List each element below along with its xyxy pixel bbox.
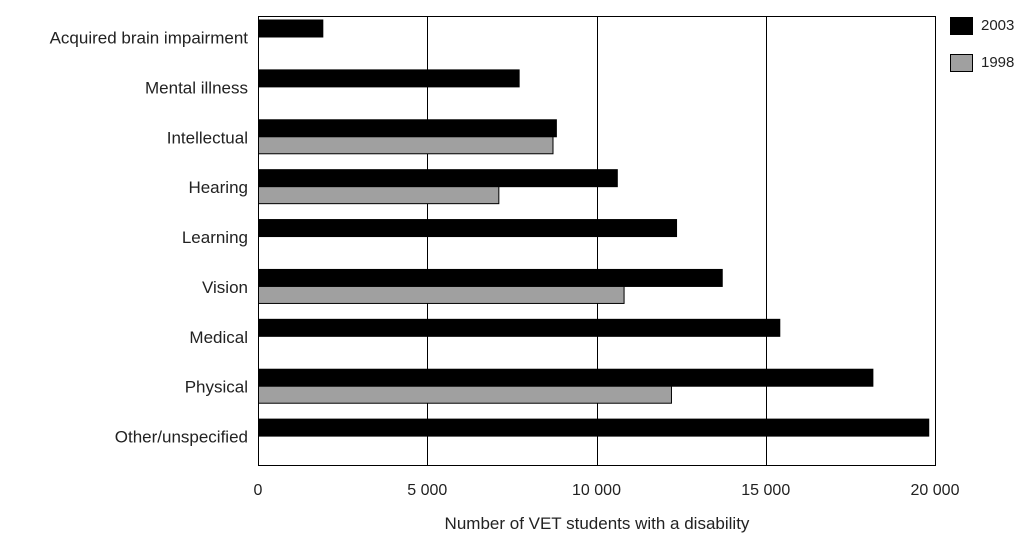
bar-2003 (258, 69, 520, 88)
category-label: Medical (189, 328, 248, 347)
bar-2003 (258, 19, 324, 38)
legend-label: 1998 (981, 54, 1014, 71)
bar-2003 (258, 368, 874, 387)
x-tick-label: 15 000 (741, 482, 790, 499)
bar-1998 (258, 285, 625, 304)
bar-2003 (258, 418, 930, 437)
x-axis-title: Number of VET students with a disability (445, 514, 750, 533)
bars (258, 19, 930, 437)
bar-2003 (258, 219, 678, 238)
category-label: Hearing (188, 178, 248, 197)
bar-2003 (258, 169, 618, 188)
bar-1998 (258, 186, 500, 205)
category-label: Vision (202, 278, 248, 297)
legend-swatch-1998 (950, 54, 973, 72)
bar-2003 (258, 268, 723, 287)
category-labels: Acquired brain impairment Mental illness I… (50, 28, 249, 446)
category-label: Acquired brain impairment (50, 28, 249, 47)
x-tick-label: 20 000 (911, 482, 960, 499)
category-label: Physical (185, 378, 248, 397)
x-tick-label: 10 000 (572, 482, 621, 499)
bar-2003 (258, 119, 557, 138)
legend-swatch-2003 (950, 17, 973, 35)
legend-label: 2003 (981, 17, 1014, 34)
category-label: Mental illness (145, 78, 248, 97)
bar-1998 (258, 385, 672, 404)
x-tick-label: 0 (254, 482, 263, 499)
category-label: Other/unspecified (115, 428, 248, 447)
x-axis-tick-labels: 0 5 000 10 000 15 000 20 000 (254, 482, 960, 499)
category-label: Intellectual (167, 128, 248, 147)
x-tick-label: 5 000 (407, 482, 447, 499)
category-label: Learning (182, 228, 248, 247)
bar-2003 (258, 318, 781, 337)
legend: 2003 1998 (950, 17, 1014, 72)
bar-1998 (258, 136, 554, 155)
plot-area-frame (258, 16, 936, 466)
